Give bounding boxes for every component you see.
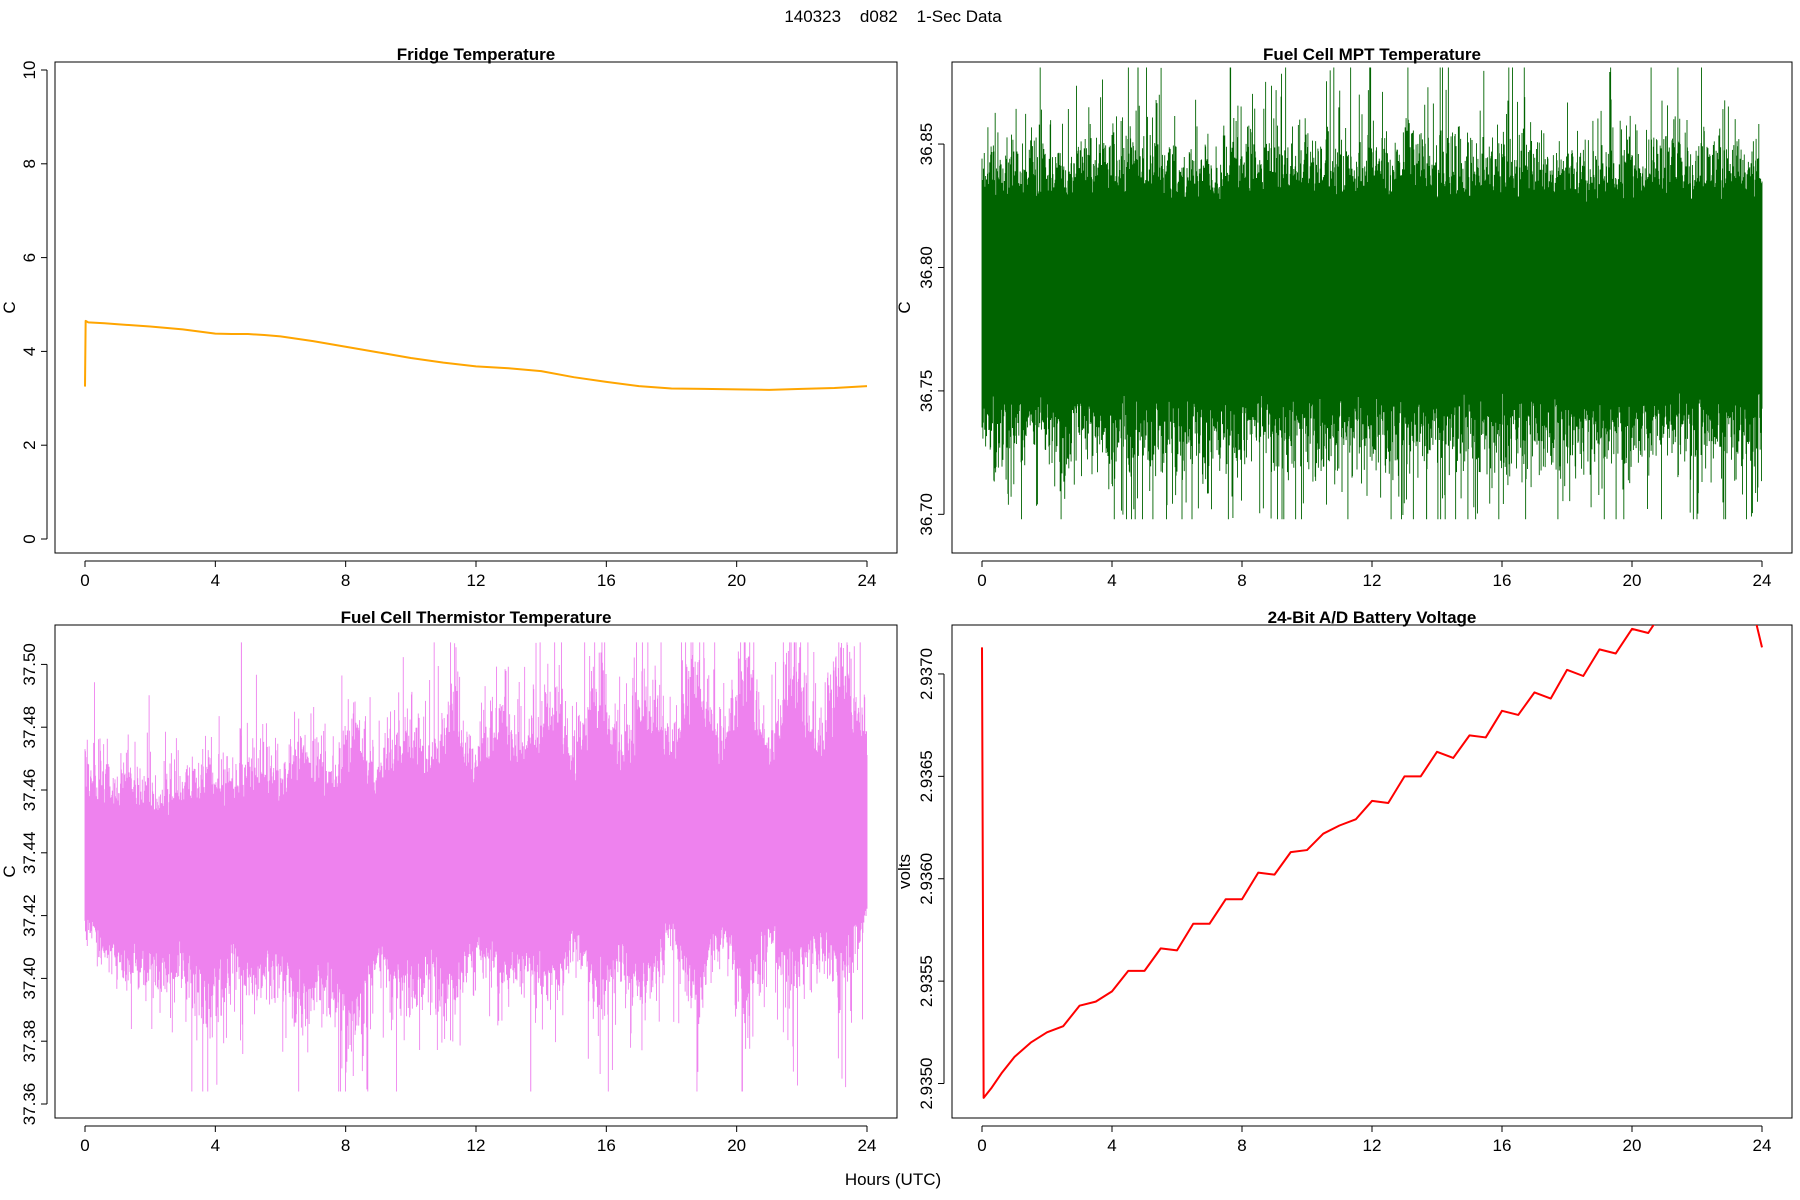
x-tick-label: 16 [1493,1136,1512,1155]
x-tick-label: 16 [1493,571,1512,590]
figure-title: 140323 d082 1-Sec Data [784,7,1002,26]
y-axis-label: volts [895,854,914,889]
panel-title: Fuel Cell MPT Temperature [1263,45,1481,64]
panel-fuel-cell-thermistor-temperature: Fuel Cell Thermistor Temperature 0 4 8 12 16 2… [0,608,898,1155]
y-tick-label: 2.9350 [917,1058,936,1110]
x-tick-label: 20 [727,1136,746,1155]
panel-fuel-cell-mpt-temperature: Fuel Cell MPT Temperature 0 4 8 12 16 20 24 36.7… [895,45,1793,590]
x-tick-label: 12 [1363,571,1382,590]
x-tick-label: 16 [597,1136,616,1155]
x-tick-label: 0 [977,571,986,590]
y-tick-label: 37.48 [20,706,39,749]
x-tick-label: 8 [341,1136,350,1155]
y-tick-label: 4 [20,347,39,356]
y-axis-label: C [0,865,19,877]
y-tick-label: 37.42 [20,894,39,937]
plot-area [981,625,1763,1099]
x-tick-label: 24 [1753,571,1772,590]
y-tick-label: 37.44 [20,832,39,875]
x-tick-label: 20 [727,571,746,590]
x-tick-label: 4 [211,571,220,590]
plot-area [84,319,868,391]
x-tick-label: 20 [1623,1136,1642,1155]
panel-title: Fuel Cell Thermistor Temperature [341,608,612,627]
y-tick-label: 36.70 [917,493,936,536]
y-tick-label: 2.9360 [917,853,936,905]
y-tick-label: 37.38 [20,1020,39,1063]
y-tick-label: 10 [20,61,39,80]
plot-area [981,67,1763,520]
series-trace [84,642,868,1092]
series-line [84,319,868,391]
y-tick-label: 2.9355 [917,955,936,1007]
panel-battery-voltage: 24-Bit A/D Battery Voltage 0 4 8 12 16 20 24 2.9… [895,608,1793,1155]
x-tick-label: 0 [80,571,89,590]
x-tick-label: 12 [1363,1136,1382,1155]
y-tick-label: 37.40 [20,957,39,1000]
series-trace [981,67,1763,520]
plot-area [84,642,868,1092]
x-tick-label: 4 [211,1136,220,1155]
x-tick-label: 8 [341,571,350,590]
y-tick-label: 2.9370 [917,648,936,700]
plot-frame [54,624,898,1119]
x-tick-label: 12 [467,571,486,590]
x-tick-label: 24 [858,1136,877,1155]
y-tick-label: 2.9365 [917,750,936,802]
y-tick-label: 36.75 [917,370,936,413]
x-tick-label: 0 [977,1136,986,1155]
y-tick-label: 36.85 [917,123,936,166]
y-axis-label: C [0,301,19,313]
plot-frame [951,624,1793,1119]
x-tick-label: 20 [1623,571,1642,590]
y-tick-label: 36.80 [917,246,936,289]
x-tick-label: 0 [80,1136,89,1155]
y-axis-label: C [895,301,914,313]
x-tick-label: 16 [597,571,616,590]
y-tick-label: 8 [20,159,39,168]
plot-frame [951,61,1793,554]
y-tick-label: 37.50 [20,643,39,686]
y-tick-label: 37.46 [20,769,39,812]
x-tick-label: 24 [858,571,877,590]
plot-frame [54,61,898,554]
x-tick-label: 24 [1753,1136,1772,1155]
y-tick-label: 2 [20,440,39,449]
y-tick-label: 37.36 [20,1083,39,1126]
y-tick-label: 0 [20,534,39,543]
x-tick-label: 8 [1237,571,1246,590]
x-tick-label: 4 [1107,1136,1116,1155]
x-tick-label: 8 [1237,1136,1246,1155]
x-tick-label: 4 [1107,571,1116,590]
y-tick-label: 6 [20,253,39,262]
x-tick-label: 12 [467,1136,486,1155]
figure-xlabel: Hours (UTC) [845,1170,941,1189]
series-line [981,625,1763,1099]
panel-title: Fridge Temperature [397,45,555,64]
panel-title: 24-Bit A/D Battery Voltage [1268,608,1477,627]
